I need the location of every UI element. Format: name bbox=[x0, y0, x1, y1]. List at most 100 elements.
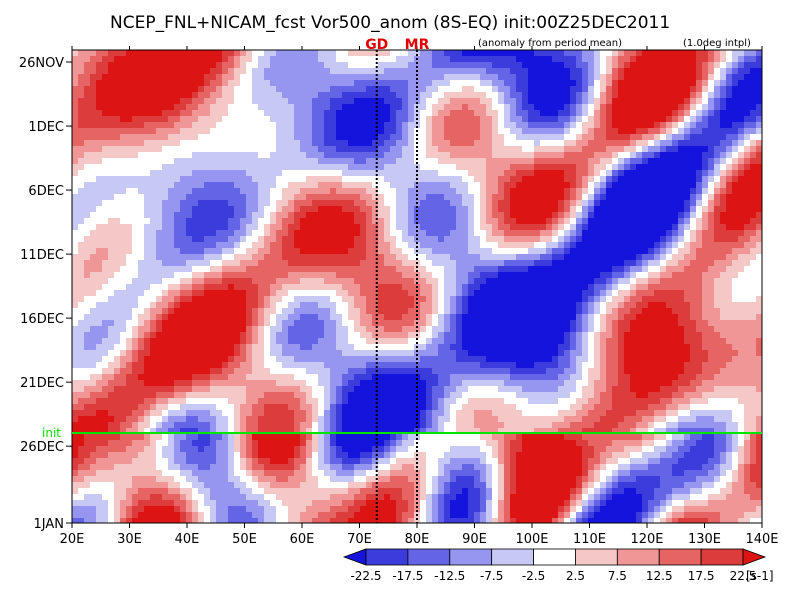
field-cell bbox=[264, 230, 271, 237]
field-cell bbox=[438, 50, 445, 57]
field-cell bbox=[492, 182, 499, 189]
field-cell bbox=[690, 248, 697, 255]
field-cell bbox=[756, 110, 762, 117]
field-cell bbox=[660, 230, 667, 237]
field-cell bbox=[132, 80, 139, 87]
field-cell bbox=[228, 248, 235, 255]
field-cell bbox=[642, 194, 649, 201]
field-cell bbox=[498, 218, 505, 225]
field-cell bbox=[726, 218, 733, 225]
field-cell bbox=[246, 68, 253, 75]
field-cell bbox=[402, 104, 409, 111]
field-cell bbox=[276, 80, 283, 87]
field-cell bbox=[354, 242, 361, 249]
field-cell bbox=[312, 242, 319, 249]
field-cell bbox=[522, 176, 529, 183]
field-cell bbox=[522, 122, 529, 129]
field-cell bbox=[432, 92, 439, 99]
field-cell bbox=[360, 104, 367, 111]
field-cell bbox=[660, 236, 667, 243]
field-cell bbox=[534, 206, 541, 213]
field-cell bbox=[558, 110, 565, 117]
field-cell bbox=[396, 50, 403, 57]
field-cell bbox=[138, 272, 145, 279]
field-cell bbox=[408, 92, 415, 99]
field-cell bbox=[246, 62, 253, 69]
field-cell bbox=[600, 56, 607, 63]
field-cell bbox=[396, 272, 403, 279]
field-cell bbox=[282, 224, 289, 231]
field-cell bbox=[234, 218, 241, 225]
field-cell bbox=[690, 164, 697, 171]
field-cell bbox=[672, 188, 679, 195]
field-cell bbox=[240, 146, 247, 153]
field-cell bbox=[534, 158, 541, 165]
field-cell bbox=[438, 98, 445, 105]
field-cell bbox=[702, 152, 709, 159]
field-cell bbox=[456, 86, 463, 93]
field-cell bbox=[90, 140, 97, 147]
field-cell bbox=[264, 116, 271, 123]
field-cell bbox=[336, 170, 343, 177]
field-cell bbox=[222, 164, 229, 171]
field-cell bbox=[282, 164, 289, 171]
field-cell bbox=[732, 104, 739, 111]
field-cell bbox=[96, 98, 103, 105]
field-cell bbox=[744, 80, 751, 87]
field-cell bbox=[528, 212, 535, 219]
field-cell bbox=[546, 206, 553, 213]
field-cell bbox=[456, 62, 463, 69]
field-cell bbox=[90, 56, 97, 63]
field-cell bbox=[234, 92, 241, 99]
field-cell bbox=[468, 62, 475, 69]
field-cell bbox=[498, 110, 505, 117]
field-cell bbox=[486, 164, 493, 171]
field-cell bbox=[288, 176, 295, 183]
field-cell bbox=[150, 104, 157, 111]
field-cell bbox=[246, 170, 253, 177]
field-cell bbox=[420, 92, 427, 99]
field-cell bbox=[306, 254, 313, 261]
field-cell bbox=[552, 188, 559, 195]
field-cell bbox=[378, 110, 385, 117]
field-cell bbox=[552, 230, 559, 237]
field-cell bbox=[402, 170, 409, 177]
field-cell bbox=[366, 104, 373, 111]
field-cell bbox=[246, 182, 253, 189]
field-cell bbox=[192, 266, 199, 273]
field-cell bbox=[294, 284, 301, 291]
field-cell bbox=[672, 176, 679, 183]
field-cell bbox=[330, 140, 337, 147]
field-cell bbox=[168, 236, 175, 243]
field-cell bbox=[180, 152, 187, 159]
field-cell bbox=[438, 206, 445, 213]
field-cell bbox=[510, 56, 517, 63]
field-cell bbox=[126, 50, 133, 57]
field-cell bbox=[564, 188, 571, 195]
field-cell bbox=[132, 146, 139, 153]
field-cell bbox=[588, 98, 595, 105]
field-cell bbox=[756, 86, 762, 93]
field-cell bbox=[438, 128, 445, 135]
field-cell bbox=[414, 290, 421, 297]
field-cell bbox=[318, 302, 325, 309]
field-cell bbox=[660, 212, 667, 219]
field-cell bbox=[516, 284, 523, 291]
field-cell bbox=[534, 278, 541, 285]
field-cell bbox=[180, 308, 187, 315]
field-cell bbox=[192, 206, 199, 213]
field-cell bbox=[246, 152, 253, 159]
field-cell bbox=[732, 86, 739, 93]
field-cell bbox=[456, 200, 463, 207]
field-cell bbox=[162, 212, 169, 219]
field-cell bbox=[288, 134, 295, 141]
field-cell bbox=[162, 194, 169, 201]
field-cell bbox=[120, 188, 127, 195]
field-cell bbox=[354, 182, 361, 189]
field-cell bbox=[708, 224, 715, 231]
field-cell bbox=[444, 92, 451, 99]
field-cell bbox=[642, 290, 649, 297]
field-cell bbox=[432, 116, 439, 123]
field-cell bbox=[732, 140, 739, 147]
field-cell bbox=[228, 224, 235, 231]
